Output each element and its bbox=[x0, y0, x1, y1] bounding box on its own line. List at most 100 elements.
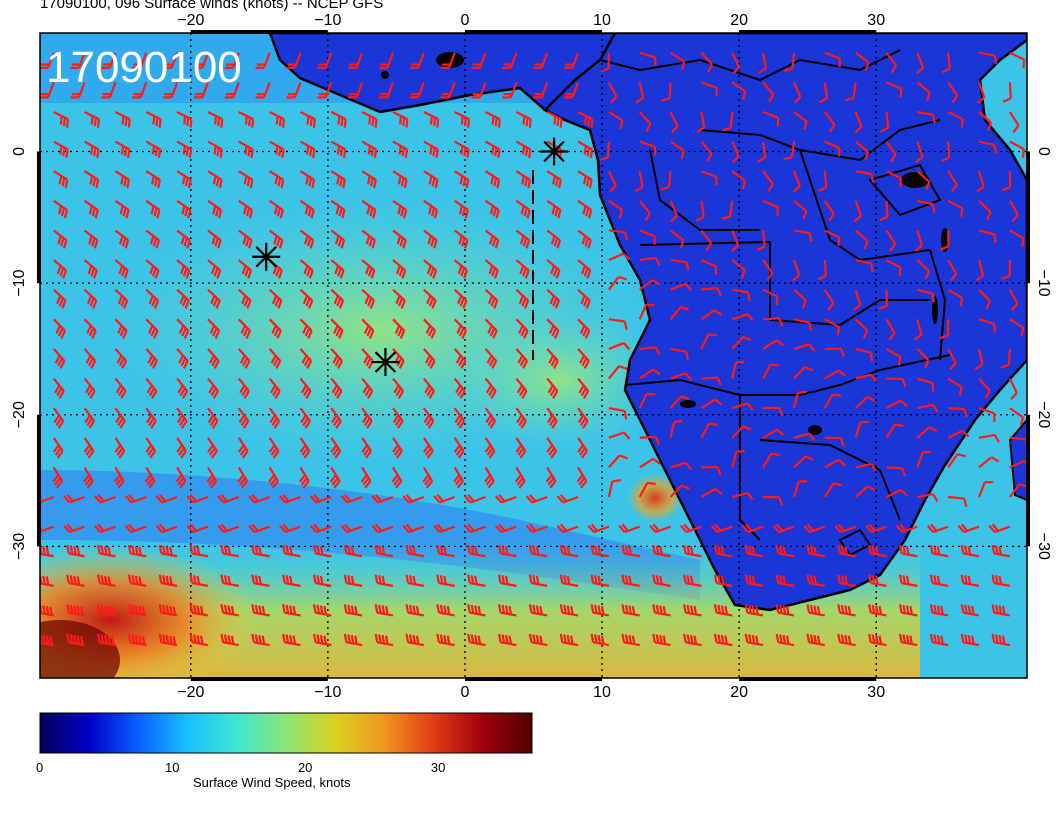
wind-barb bbox=[145, 407, 157, 429]
wind-barb bbox=[762, 81, 775, 103]
wind-barb bbox=[559, 574, 579, 587]
wind-barb bbox=[361, 288, 375, 309]
wind-barb bbox=[220, 633, 239, 647]
wind-barb bbox=[608, 252, 631, 262]
wind-barb bbox=[124, 494, 147, 504]
wind-barb bbox=[436, 604, 455, 617]
wind-barb bbox=[978, 51, 998, 65]
asterisk-marker bbox=[371, 348, 400, 377]
wind-barb bbox=[855, 258, 874, 273]
wind-barb bbox=[763, 317, 784, 327]
wind-barb bbox=[731, 52, 741, 75]
colorbar-caption: Surface Wind Speed, knots bbox=[193, 775, 351, 790]
colorbar-tick-label: 30 bbox=[430, 760, 446, 775]
wind-barb bbox=[127, 574, 147, 587]
wind-barb bbox=[391, 466, 403, 489]
wind-barb bbox=[515, 170, 532, 189]
wind-barb bbox=[947, 429, 970, 439]
wind-barb bbox=[731, 170, 747, 190]
wind-barb bbox=[649, 523, 671, 534]
wind-barb bbox=[608, 454, 628, 469]
wind-barb bbox=[772, 523, 795, 534]
wind-barb bbox=[618, 523, 641, 534]
wind-barb bbox=[52, 377, 65, 399]
wind-barb bbox=[806, 574, 825, 587]
wind-barb bbox=[917, 199, 936, 213]
wind-barb bbox=[634, 171, 644, 193]
wind-barb bbox=[608, 275, 628, 291]
wind-barb bbox=[127, 544, 147, 558]
wind-barb bbox=[330, 199, 346, 219]
wind-barb bbox=[497, 633, 517, 647]
wind-barb bbox=[940, 230, 950, 251]
wind-barb bbox=[423, 140, 439, 158]
wind-barb bbox=[792, 81, 802, 104]
wind-barb bbox=[916, 52, 925, 75]
wind-barb bbox=[348, 52, 364, 69]
wind-barb bbox=[854, 229, 869, 250]
wind-barb bbox=[114, 110, 131, 128]
wind-barb bbox=[402, 523, 425, 534]
wind-barb bbox=[853, 200, 862, 223]
wind-barb bbox=[1009, 51, 1026, 69]
wind-barb bbox=[608, 111, 624, 130]
wind-barb bbox=[978, 318, 997, 333]
wind-barb bbox=[220, 544, 239, 558]
wind-barb bbox=[193, 81, 209, 99]
wind-barb bbox=[83, 407, 96, 429]
wind-barb bbox=[515, 229, 531, 249]
wind-barb bbox=[680, 523, 702, 534]
wind-barb bbox=[669, 140, 685, 160]
wind-barb bbox=[392, 318, 406, 339]
wind-barb bbox=[374, 574, 394, 587]
wind-barb bbox=[1001, 171, 1012, 192]
wind-barb bbox=[621, 544, 640, 558]
wind-barb bbox=[545, 466, 557, 489]
wind-barb bbox=[96, 633, 116, 647]
wind-barb bbox=[652, 633, 671, 647]
wind-barb bbox=[991, 604, 1011, 617]
wind-barb bbox=[701, 81, 718, 97]
wind-barb bbox=[669, 395, 690, 409]
wind-barb bbox=[494, 494, 517, 504]
wind-barb bbox=[52, 466, 63, 489]
wind-barb bbox=[854, 396, 876, 409]
wind-barb bbox=[638, 481, 656, 498]
wind-barb bbox=[818, 82, 829, 104]
wind-barb bbox=[700, 229, 713, 252]
lon-tick-label-top: −20 bbox=[177, 12, 204, 29]
wind-barb bbox=[793, 318, 812, 332]
wind-barb bbox=[533, 81, 549, 99]
wind-barb bbox=[854, 318, 869, 339]
wind-barb bbox=[783, 52, 796, 72]
wind-barb bbox=[559, 633, 579, 647]
wind-barb bbox=[423, 199, 439, 219]
wind-barb bbox=[577, 140, 594, 158]
wind-barb bbox=[916, 450, 932, 468]
wind-barb bbox=[978, 377, 991, 399]
wind-barb bbox=[53, 140, 69, 158]
wind-barb bbox=[207, 229, 222, 249]
wind-barb bbox=[639, 279, 661, 291]
wind-barb bbox=[330, 437, 342, 459]
wind-barb bbox=[960, 544, 980, 558]
wind-barb bbox=[556, 494, 579, 504]
wind-barb bbox=[1008, 200, 1019, 222]
wind-barb bbox=[158, 633, 178, 647]
wind-barb bbox=[237, 437, 249, 459]
wind-barb bbox=[127, 633, 147, 647]
wind-barb bbox=[299, 170, 316, 189]
wind-barb bbox=[775, 633, 795, 647]
wind-barb bbox=[158, 544, 178, 558]
wind-barb bbox=[52, 348, 66, 369]
wind-barb bbox=[155, 523, 178, 534]
lon-tick-label-top: −10 bbox=[314, 12, 341, 29]
wind-barb bbox=[83, 318, 97, 339]
wind-barb bbox=[713, 544, 733, 558]
wind-barb bbox=[844, 82, 857, 102]
wind-barb bbox=[176, 288, 190, 309]
wind-barb bbox=[885, 140, 897, 163]
wind-barb bbox=[237, 318, 252, 339]
wind-barb bbox=[898, 544, 918, 558]
wind-barb bbox=[1001, 260, 1011, 280]
